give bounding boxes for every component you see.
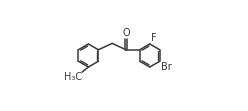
Text: O: O xyxy=(122,28,130,38)
Text: F: F xyxy=(151,33,156,43)
Text: H₃C: H₃C xyxy=(64,72,82,82)
Text: Br: Br xyxy=(161,62,171,72)
